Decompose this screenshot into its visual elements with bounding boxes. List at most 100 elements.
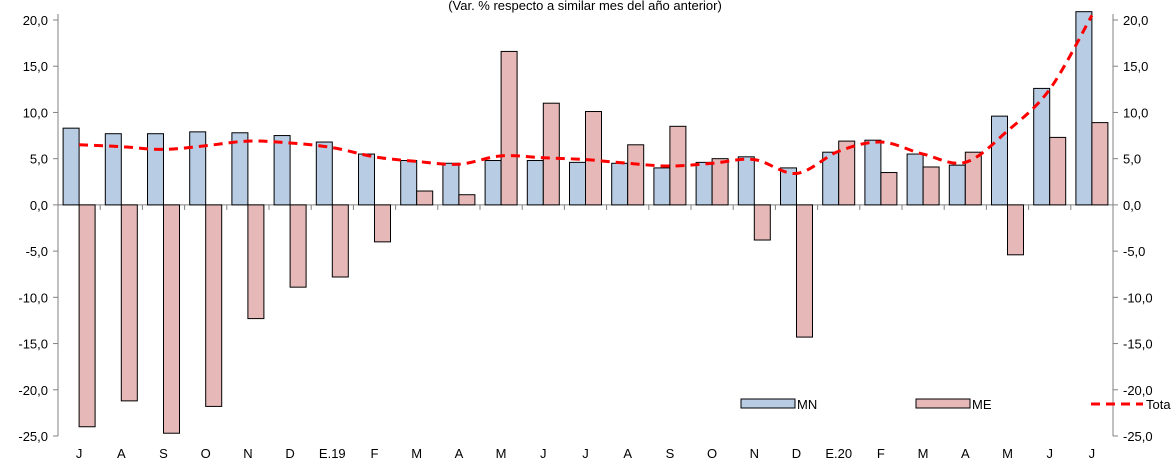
y-tick-label-right: -15,0 — [1123, 337, 1153, 352]
y-tick-label-right: 10,0 — [1123, 105, 1148, 120]
bar-mn — [695, 161, 713, 206]
bar-me — [416, 190, 434, 206]
legend: MN ME Total — [740, 397, 1171, 412]
bar-mn — [400, 160, 418, 206]
y-tick-label-left: 15,0 — [23, 59, 48, 74]
y-tick-label-right: -10,0 — [1123, 290, 1153, 305]
legend-label-total: Total — [1146, 397, 1171, 412]
bar-mn — [611, 162, 629, 206]
bar-mn — [864, 139, 882, 206]
bars — [62, 11, 1109, 434]
legend-swatch-me — [915, 398, 971, 409]
y-tick-label-right: -20,0 — [1123, 383, 1153, 398]
bar-me — [163, 204, 180, 434]
bar-me — [205, 204, 223, 407]
x-tick-label: J — [1046, 446, 1053, 461]
bar-me — [585, 111, 602, 206]
bar-me — [711, 158, 729, 206]
x-tick-label: E.20 — [825, 446, 852, 461]
y-tick-label-left: -25,0 — [18, 429, 48, 444]
x-tick-label: N — [750, 446, 759, 461]
y-tick-label-right: 20,0 — [1123, 13, 1148, 28]
x-tick-label: A — [961, 446, 970, 461]
bar-mn — [484, 160, 502, 206]
bar-me — [753, 204, 771, 241]
x-tick-label: S — [666, 446, 675, 461]
bar-me — [1049, 136, 1067, 206]
bar-me — [1091, 122, 1109, 206]
x-tick-label: O — [707, 446, 717, 461]
y-tick-label-left: 5,0 — [30, 152, 48, 167]
axes: 20,0 20,0 15,0 15,0 10,0 10,0 5,0 5,0 0,0 0,0 -5,0… — [18, 13, 1152, 461]
y-tick-label-right: 0,0 — [1123, 198, 1141, 213]
x-tick-label: J — [582, 446, 589, 461]
bar-me — [880, 172, 898, 206]
line-total — [79, 14, 1094, 175]
bar-mn — [569, 161, 586, 206]
x-tick-label: F — [877, 446, 885, 461]
bar-me — [458, 194, 476, 206]
bar-mn — [147, 133, 164, 206]
x-tick-label: N — [243, 446, 252, 461]
bar-mn — [653, 167, 671, 206]
bar-mn — [62, 127, 80, 206]
y-tick-label-left: -10,0 — [18, 290, 48, 305]
bar-mn — [780, 167, 797, 206]
x-tick-label: A — [455, 446, 464, 461]
bar-mn — [104, 133, 122, 206]
bar-mn — [948, 164, 966, 206]
x-tick-label: J — [1089, 446, 1096, 461]
bar-me — [78, 204, 96, 428]
bar-mn — [231, 132, 249, 206]
bar-mn — [906, 153, 924, 206]
y-tick-label-right: -5,0 — [1123, 244, 1145, 259]
x-tick-label: J — [76, 446, 83, 461]
bar-me — [542, 102, 560, 206]
bar-me — [1007, 204, 1024, 256]
bar-me — [331, 204, 349, 278]
bar-mn — [273, 135, 291, 206]
x-tick-label: F — [371, 446, 379, 461]
x-tick-label: A — [117, 446, 126, 461]
bar-me — [964, 151, 982, 206]
x-tick-label: M — [918, 446, 929, 461]
chart-subtitle: (Var. % respecto a similar mes del año a… — [448, 0, 722, 13]
bar-me — [289, 204, 307, 288]
bar-mn — [442, 162, 460, 206]
bar-mn — [526, 160, 544, 206]
y-tick-label-right: -25,0 — [1123, 429, 1153, 444]
x-tick-label: J — [540, 446, 547, 461]
y-tick-label-left: 0,0 — [30, 198, 48, 213]
y-tick-label-left: -5,0 — [26, 244, 48, 259]
bar-mn — [189, 131, 207, 206]
x-tick-label: S — [159, 446, 168, 461]
x-tick-label: M — [411, 446, 422, 461]
y-tick-label-left: -15,0 — [18, 337, 48, 352]
y-tick-label-right: 5,0 — [1123, 152, 1141, 167]
legend-label-me: ME — [972, 397, 992, 412]
legend-swatch-mn — [740, 398, 796, 409]
bar-me — [922, 166, 940, 206]
bar-me — [374, 204, 391, 243]
bar-me — [120, 204, 138, 402]
bar-mn — [991, 115, 1008, 206]
y-tick-label-left: 20,0 — [23, 13, 48, 28]
legend-label-mn: MN — [797, 397, 817, 412]
x-tick-label: M — [1002, 446, 1013, 461]
bar-me — [500, 50, 518, 206]
x-tick-label: O — [201, 446, 211, 461]
bar-me — [796, 204, 813, 338]
x-tick-label: M — [496, 446, 507, 461]
bar-me — [838, 140, 856, 206]
bar-mn — [1075, 11, 1093, 206]
x-tick-label: D — [285, 446, 294, 461]
total-line — [79, 14, 1094, 175]
y-tick-label-right: 15,0 — [1123, 59, 1148, 74]
bar-mn — [315, 141, 333, 206]
bar-me — [627, 144, 645, 206]
x-tick-label: D — [792, 446, 801, 461]
x-tick-label: E.19 — [319, 446, 346, 461]
bar-me — [247, 204, 265, 320]
